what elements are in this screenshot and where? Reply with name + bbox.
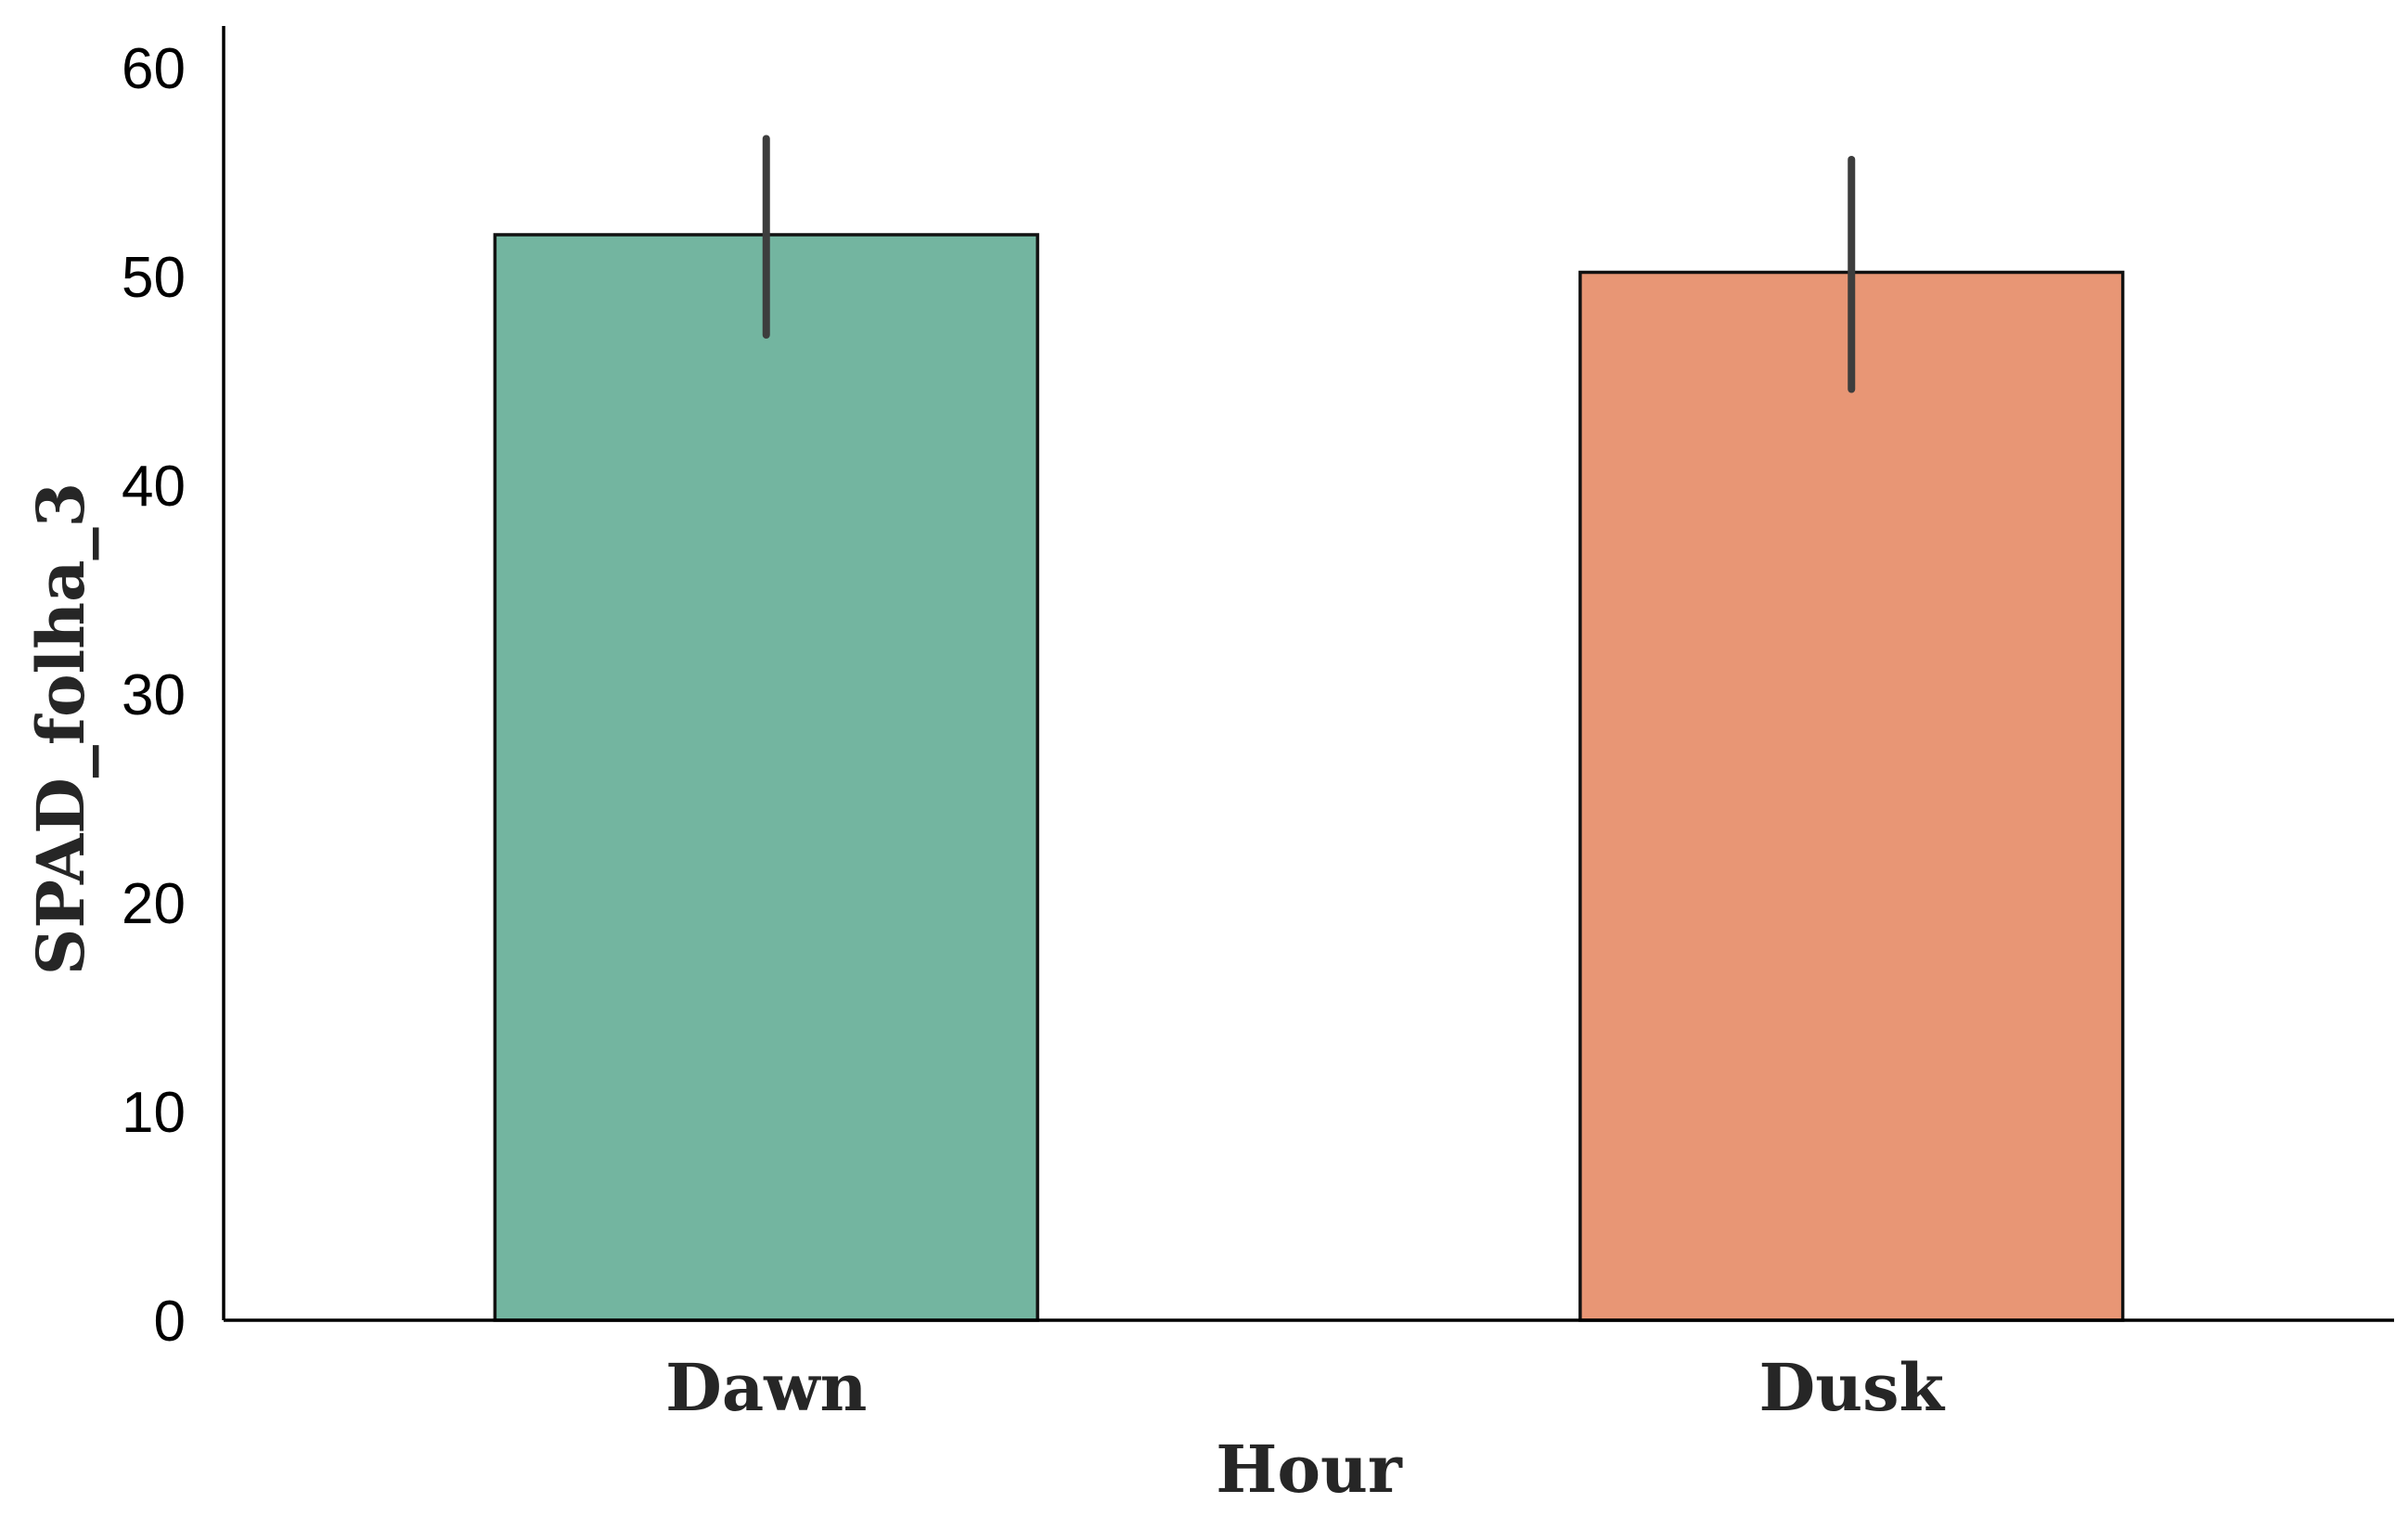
bar-dawn (493, 233, 1039, 1322)
y-tick-label: 0 (154, 1290, 186, 1354)
x-axis-title: Hour (1216, 1431, 1403, 1508)
bar-dusk (1578, 270, 2125, 1322)
errorbars-layer (762, 135, 1856, 393)
y-tick-label: 50 (122, 246, 186, 310)
x-tick-label-dusk: Dusk (1758, 1349, 1945, 1426)
y-tick-label: 30 (122, 663, 186, 727)
y-tick-labels: 0 10 20 30 40 50 60 (122, 37, 186, 1354)
axes-layer (222, 26, 2394, 1322)
y-tick-label: 40 (122, 455, 186, 519)
x-tick-label-dawn: Dawn (665, 1349, 867, 1426)
y-tick-label: 20 (122, 872, 186, 936)
y-tick-label: 10 (122, 1081, 186, 1145)
x-tick-labels: Dawn Dusk (665, 1349, 1945, 1426)
y-tick-label: 60 (122, 37, 186, 101)
y-axis-title: SPAD_folha_3 (22, 482, 99, 975)
bars-layer (493, 233, 2125, 1322)
